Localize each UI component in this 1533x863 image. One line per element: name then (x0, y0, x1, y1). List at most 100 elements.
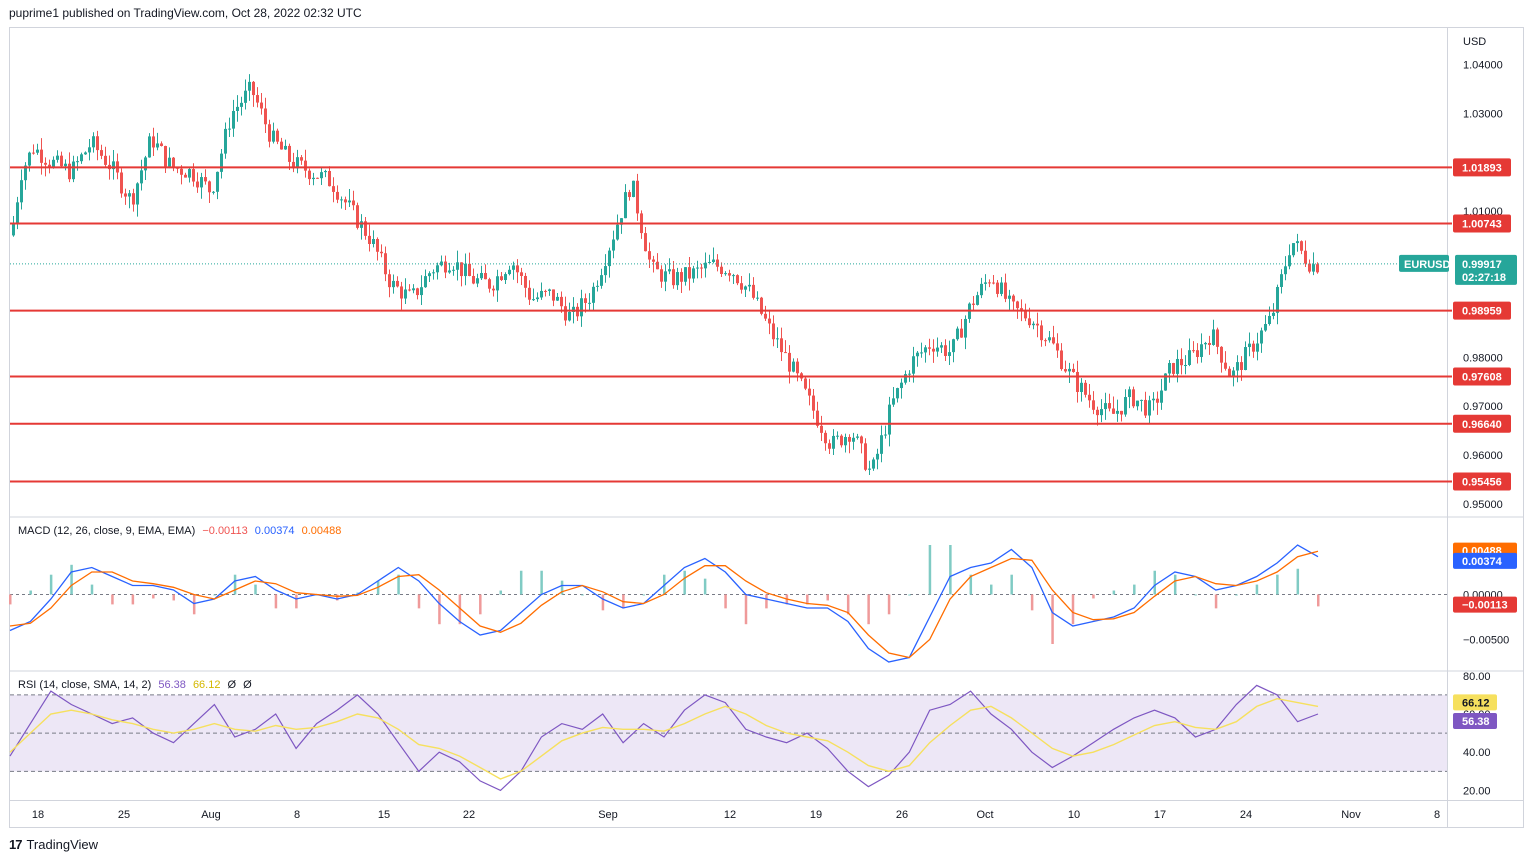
level-price-tag: 0.96640 (1453, 414, 1511, 433)
candle-body (1208, 342, 1211, 345)
candle-body (28, 152, 31, 166)
candle-body (928, 347, 931, 349)
candle-body (60, 155, 63, 167)
candle-body (44, 162, 47, 165)
candle-body (904, 374, 907, 383)
candle-body (804, 378, 807, 389)
macd-histogram-bar (1092, 594, 1095, 599)
candle-body (1072, 368, 1075, 372)
rsi-tag-text: 66.12 (1462, 697, 1490, 709)
candle-body (1260, 330, 1263, 344)
candle-body (708, 262, 711, 264)
candle-body (1200, 344, 1203, 357)
macd-histogram-bar (867, 594, 870, 625)
candle-body (84, 152, 87, 155)
candle-body (624, 192, 627, 219)
macd-tag-text: 0.00374 (1462, 556, 1503, 568)
macd-tag-bg (1453, 552, 1517, 569)
candle-body (1084, 382, 1087, 395)
macd-histogram-bar (928, 545, 932, 595)
candle-body (1220, 346, 1223, 363)
candle-body (68, 163, 71, 180)
candle-body (92, 136, 95, 148)
candle-body (244, 90, 247, 103)
candle-body (1028, 318, 1031, 326)
publisher-header: puprime1 published on TradingView.com, O… (9, 6, 362, 20)
candle-body (332, 186, 335, 192)
level-price-tag: 0.98959 (1453, 301, 1511, 320)
candle-body (124, 193, 127, 197)
chart-frame (9, 27, 1524, 828)
candle-body (420, 287, 423, 296)
candle-body (852, 437, 855, 442)
macd-tick-label: −0.00500 (1463, 635, 1509, 647)
candle-body (1264, 324, 1267, 331)
candle-body (232, 110, 235, 129)
candle-body (1176, 358, 1179, 374)
candle-body (480, 272, 483, 279)
candle-body (24, 165, 27, 181)
candle-body (716, 259, 719, 267)
candle-body (468, 263, 471, 276)
last-price-value: 0.99917 (1462, 259, 1502, 271)
macd-histogram-bar (1214, 594, 1218, 609)
candle-body (844, 436, 847, 446)
candle-body (524, 275, 527, 288)
candle-body (220, 153, 223, 172)
candle-body (1276, 286, 1279, 313)
candle-body (1304, 250, 1307, 264)
candle-body (1068, 368, 1071, 372)
candle-body (424, 276, 427, 288)
macd-line (9, 544, 1319, 663)
candle-body (1292, 243, 1295, 256)
macd-histogram-bar (1276, 574, 1279, 595)
macd-histogram-bar (540, 570, 543, 595)
candle-body (452, 269, 455, 271)
candle-body (884, 434, 887, 436)
candle-body (1080, 382, 1083, 393)
level-price-tag: 1.01893 (1453, 158, 1511, 177)
rsi-extra-value-2: Ø (243, 679, 252, 691)
macd-histogram-bar (1317, 594, 1320, 607)
candle-body (752, 284, 755, 298)
level-tag-bg (1453, 367, 1511, 386)
candle-body (876, 453, 879, 460)
symbol-tag-bg (1399, 254, 1449, 272)
candle-body (856, 436, 859, 438)
candle-body (520, 272, 523, 276)
candle-body (1256, 343, 1259, 352)
candle-body (496, 276, 499, 291)
candle-body (292, 161, 295, 169)
candle-body (120, 172, 123, 194)
candle-body (456, 262, 459, 270)
candle-body (76, 161, 79, 163)
time-tick-label: Oct (976, 809, 993, 821)
candle-body (1316, 264, 1319, 273)
candle-body (936, 347, 939, 352)
candle-body (920, 352, 923, 354)
macd-histogram-bar (601, 594, 605, 611)
candle-body (320, 172, 323, 179)
tradingview-footer[interactable]: 17 TradingView (9, 837, 98, 852)
candle-body (632, 180, 635, 197)
candle-body (1212, 329, 1215, 345)
candle-body (1108, 403, 1111, 409)
rsi-line (9, 684, 1319, 792)
time-tick-label: 10 (1068, 809, 1080, 821)
candle-body (408, 289, 411, 291)
candle-body (572, 306, 575, 312)
level-tag-text: 0.96640 (1462, 419, 1502, 431)
candle-body (604, 266, 607, 276)
candle-body (1224, 362, 1227, 369)
candle-body (36, 149, 39, 153)
candlestick-series[interactable] (12, 74, 1319, 476)
macd-histogram-bar (254, 584, 257, 595)
candle-body (672, 269, 675, 286)
candle-body (528, 287, 531, 300)
candle-body (1132, 389, 1135, 407)
candle-body (376, 239, 379, 252)
candle-body (516, 265, 519, 273)
candle-body (964, 318, 967, 338)
